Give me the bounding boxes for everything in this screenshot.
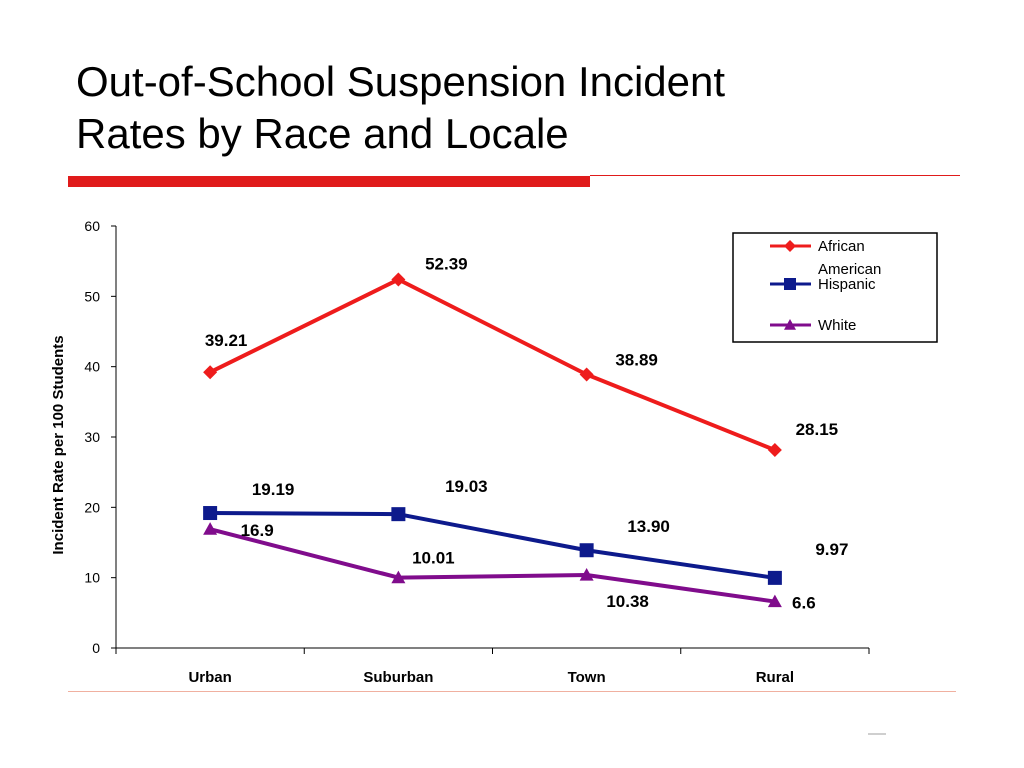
data-label: 52.39 [425, 255, 468, 274]
data-point [767, 570, 782, 585]
legend-item-white: White [770, 317, 856, 334]
chart-data-labels: 39.21 52.39 38.89 28.15 19.19 19.03 13.90 9.97 1… [205, 255, 849, 613]
data-point [579, 367, 594, 382]
legend-swatch-marker [784, 240, 796, 252]
legend-label: White [818, 317, 856, 334]
data-point [391, 570, 406, 584]
y-tick-label: 60 [84, 218, 100, 234]
y-tick-label: 10 [84, 570, 100, 586]
data-label: 10.01 [412, 549, 455, 568]
y-tick-label: 50 [84, 288, 100, 304]
data-label: 6.6 [792, 594, 816, 613]
x-tick-label: Rural [756, 669, 794, 686]
data-point [203, 506, 218, 521]
data-point [391, 272, 406, 287]
series-hispanic [203, 506, 782, 585]
data-point [391, 507, 406, 522]
data-label: 28.15 [796, 420, 839, 439]
chart-series [203, 272, 782, 608]
x-tick-label: Urban [188, 669, 231, 686]
y-axis-title: Incident Rate per 100 Students [50, 335, 67, 554]
footer-mark [868, 733, 886, 735]
series-line [209, 527, 776, 604]
data-label: 19.03 [445, 477, 488, 496]
legend-label: Hispanic [818, 276, 876, 293]
slide-title: Out-of-School Suspension Incident Rates … [76, 56, 956, 160]
y-tick-label: 30 [84, 429, 100, 445]
legend-swatch-marker [784, 319, 796, 330]
slide-title-line2: Rates by Race and Locale [76, 110, 569, 157]
x-tick-label: Town [568, 669, 606, 686]
y-tick-label: 0 [92, 640, 100, 656]
data-label: 16.9 [241, 521, 274, 540]
data-point [579, 567, 594, 581]
data-label: 38.89 [615, 350, 658, 369]
series-line [209, 277, 776, 452]
data-point [767, 594, 782, 608]
legend-box [732, 232, 938, 343]
slide-title-line1: Out-of-School Suspension Incident [76, 58, 726, 105]
data-point [203, 365, 218, 380]
legend-label-line2: American [818, 261, 881, 278]
data-point [579, 543, 594, 558]
footer-divider [68, 691, 956, 692]
data-label: 9.97 [815, 540, 848, 559]
legend-label: African [818, 238, 865, 255]
legend-item-hispanic: Hispanic [770, 276, 876, 293]
legend-item-african: African American [770, 238, 881, 278]
data-label: 10.38 [606, 592, 649, 611]
data-point [767, 443, 782, 458]
title-underline-thick [68, 176, 590, 187]
series-white [203, 522, 782, 608]
y-tick-label: 20 [84, 499, 100, 515]
series-african [203, 272, 782, 458]
data-label: 19.19 [252, 480, 295, 499]
data-label: 13.90 [627, 517, 670, 536]
data-point [203, 522, 218, 535]
legend-swatch-marker [784, 278, 796, 290]
data-label: 39.21 [205, 331, 248, 350]
y-tick-label: 40 [84, 359, 100, 375]
chart-axes: 0 10 20 30 40 50 60 Urban Suburban Town Rural Incid… [50, 218, 870, 686]
x-tick-label: Suburban [363, 669, 433, 686]
title-underline-thin [590, 175, 960, 176]
series-line [210, 511, 776, 580]
